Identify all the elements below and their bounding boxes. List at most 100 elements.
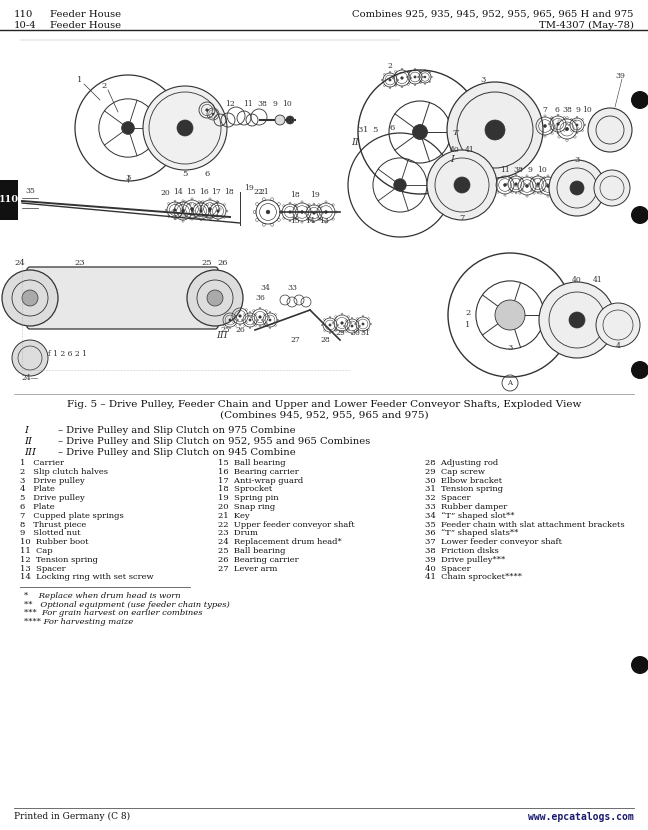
Text: 27  Lever arm: 27 Lever arm	[218, 564, 277, 573]
Circle shape	[122, 122, 134, 134]
Circle shape	[239, 315, 241, 317]
Text: 7: 7	[542, 106, 548, 114]
Text: – Drive Pulley and Slip Clutch on 945 Combine: – Drive Pulley and Slip Clutch on 945 Co…	[58, 448, 295, 457]
Text: 31  Tension spring: 31 Tension spring	[425, 486, 503, 493]
Circle shape	[454, 177, 470, 193]
Text: 17  Anti-wrap guard: 17 Anti-wrap guard	[218, 476, 303, 485]
Circle shape	[566, 128, 568, 130]
Text: 34: 34	[260, 284, 270, 292]
Text: 39: 39	[615, 72, 625, 80]
Text: 38: 38	[257, 100, 267, 108]
Circle shape	[569, 312, 585, 328]
Text: 24—: 24—	[21, 374, 39, 382]
Circle shape	[503, 308, 518, 322]
Circle shape	[269, 319, 271, 321]
Circle shape	[401, 77, 403, 79]
Circle shape	[485, 120, 505, 140]
Text: 5: 5	[182, 170, 188, 178]
Circle shape	[206, 109, 208, 111]
Text: 36  “T” shaped slats**: 36 “T” shaped slats**	[425, 530, 518, 537]
Text: 10: 10	[582, 106, 592, 114]
Text: 20: 20	[160, 189, 170, 197]
Text: 29: 29	[335, 329, 345, 337]
Circle shape	[301, 211, 303, 213]
Text: 11  Cap: 11 Cap	[20, 547, 52, 555]
Text: 38: 38	[562, 106, 572, 114]
Text: 5   Drive pulley: 5 Drive pulley	[20, 494, 85, 502]
Text: 4   Plate: 4 Plate	[20, 486, 55, 493]
Text: 2: 2	[388, 62, 393, 70]
Circle shape	[570, 181, 584, 195]
Text: 1: 1	[77, 76, 83, 84]
Text: 25  Ball bearing: 25 Ball bearing	[218, 547, 286, 555]
FancyBboxPatch shape	[0, 180, 18, 220]
Text: 21  Key: 21 Key	[218, 512, 249, 520]
Text: 40: 40	[572, 276, 582, 284]
Text: 23  Drum: 23 Drum	[218, 530, 258, 537]
Text: 40  Spacer: 40 Spacer	[425, 564, 470, 573]
Text: 25: 25	[202, 259, 213, 267]
Circle shape	[495, 300, 525, 330]
Circle shape	[544, 124, 546, 127]
Circle shape	[313, 212, 315, 214]
Text: 39  Drive pulley***: 39 Drive pulley***	[425, 556, 505, 564]
Text: 16  Bearing carrier: 16 Bearing carrier	[218, 468, 299, 476]
Text: 26: 26	[235, 326, 245, 334]
Text: 10: 10	[282, 100, 292, 108]
Circle shape	[143, 86, 227, 170]
Circle shape	[537, 183, 539, 185]
Text: 2   Slip clutch halves: 2 Slip clutch halves	[20, 468, 108, 476]
Text: 11: 11	[500, 166, 510, 174]
Text: 34  “T” shaped slot**: 34 “T” shaped slot**	[425, 512, 515, 520]
Text: 19: 19	[310, 191, 320, 199]
Text: T: T	[452, 129, 458, 137]
Text: 18: 18	[290, 191, 300, 199]
Text: 19  Spring pin: 19 Spring pin	[218, 494, 279, 502]
Circle shape	[424, 76, 426, 78]
Text: 3: 3	[480, 76, 486, 84]
Circle shape	[414, 76, 416, 78]
Text: 6   Plate: 6 Plate	[20, 503, 54, 511]
Text: 15  Ball bearing: 15 Ball bearing	[218, 459, 286, 467]
Text: 16: 16	[199, 188, 209, 196]
Text: 6: 6	[555, 106, 559, 114]
Circle shape	[557, 123, 559, 125]
Text: 10-4: 10-4	[14, 21, 37, 30]
FancyBboxPatch shape	[27, 267, 218, 329]
Circle shape	[2, 270, 58, 326]
Circle shape	[217, 210, 219, 212]
Circle shape	[631, 91, 648, 109]
Text: **** For harvesting maize: **** For harvesting maize	[24, 618, 133, 626]
Circle shape	[503, 183, 506, 187]
Text: 26: 26	[218, 259, 228, 267]
Text: 18  Sprocket: 18 Sprocket	[218, 486, 272, 493]
Text: 13: 13	[319, 217, 329, 225]
Text: 35: 35	[25, 187, 35, 195]
Text: 14: 14	[305, 217, 315, 225]
Text: 24: 24	[15, 259, 25, 267]
Text: 110: 110	[14, 10, 34, 19]
Text: – Drive Pulley and Slip Clutch on 975 Combine: – Drive Pulley and Slip Clutch on 975 Co…	[58, 426, 295, 435]
Text: 41  Chain sprocket****: 41 Chain sprocket****	[425, 574, 522, 581]
Text: 3: 3	[507, 344, 513, 352]
Text: 4: 4	[616, 342, 620, 350]
Circle shape	[249, 319, 251, 321]
Circle shape	[209, 208, 211, 210]
Circle shape	[207, 290, 223, 306]
Circle shape	[329, 324, 331, 326]
Circle shape	[547, 184, 550, 188]
Circle shape	[174, 209, 176, 211]
Text: III: III	[216, 331, 228, 340]
Circle shape	[413, 124, 428, 139]
Text: A: A	[507, 379, 513, 387]
Text: 41: 41	[593, 276, 603, 284]
Text: 1: 1	[364, 126, 369, 134]
Text: TM-4307 (May-78): TM-4307 (May-78)	[539, 21, 634, 30]
Circle shape	[526, 184, 528, 188]
Text: 7: 7	[459, 214, 465, 222]
Text: 17: 17	[211, 188, 221, 196]
Text: 30  Elbow bracket: 30 Elbow bracket	[425, 476, 502, 485]
Text: 2: 2	[465, 309, 470, 317]
Circle shape	[362, 323, 364, 325]
Text: 29  Cap screw: 29 Cap screw	[425, 468, 485, 476]
